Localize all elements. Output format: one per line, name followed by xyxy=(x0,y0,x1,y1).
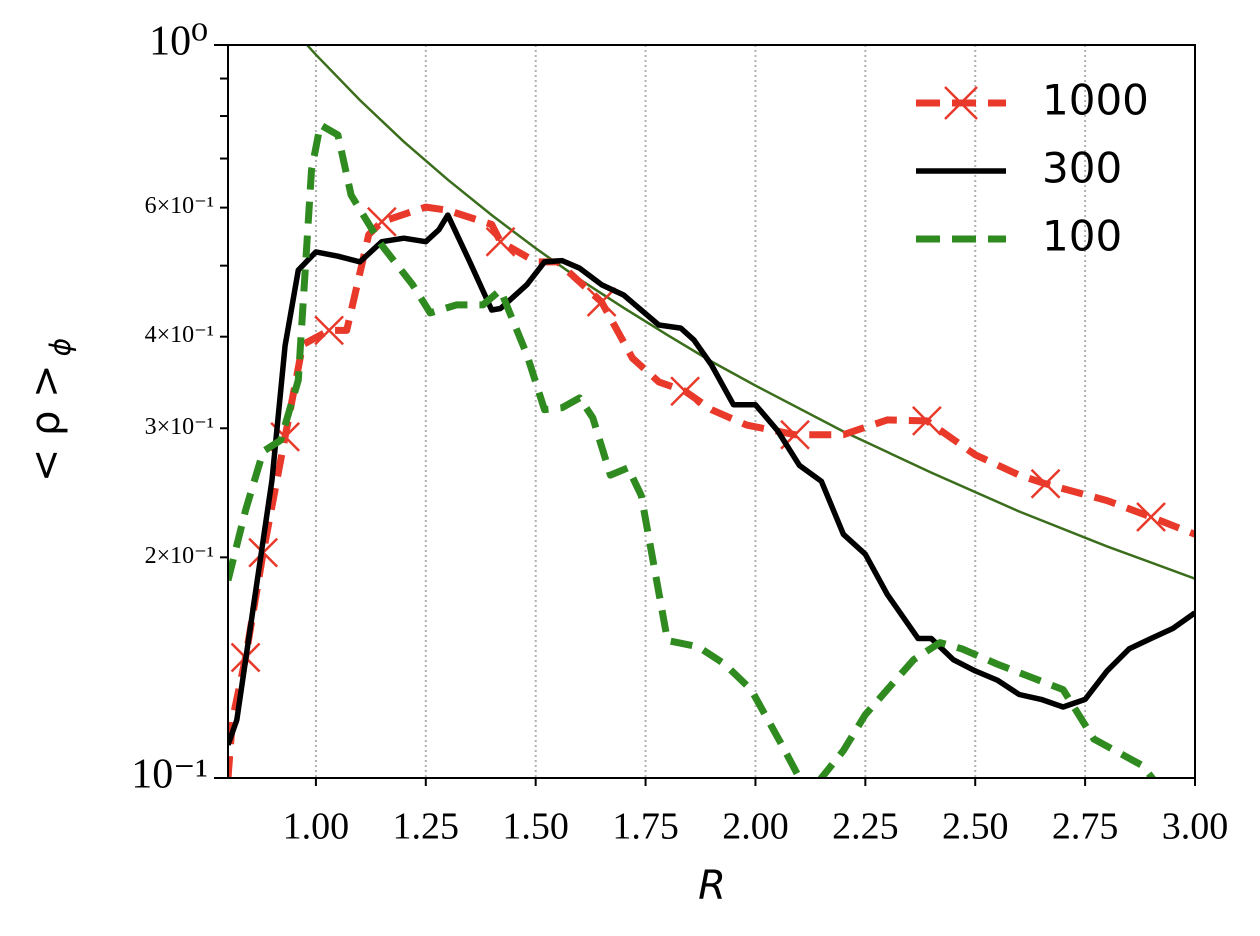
y-axis-label-sub: ϕ xyxy=(44,338,77,356)
plot-area xyxy=(228,45,1195,778)
x-tick-label: 1.25 xyxy=(393,806,460,848)
marker xyxy=(670,376,701,407)
x-tick-label: 1.00 xyxy=(283,806,350,848)
x-tick-label: 2.00 xyxy=(722,806,789,848)
legend: 1000 300 100 xyxy=(916,76,1149,261)
y-tick-label: 6×10⁻¹ xyxy=(145,193,214,219)
marker xyxy=(911,406,942,436)
x-axis-label: R xyxy=(698,863,726,909)
series-line xyxy=(228,203,1195,778)
y-axis-label: < ρ > ϕ xyxy=(23,338,77,482)
marker xyxy=(944,86,978,120)
axes-frame xyxy=(227,44,1196,779)
x-tick-label: 2.25 xyxy=(832,806,899,848)
marker-stroke xyxy=(911,406,942,436)
x-tick-label: 1.50 xyxy=(502,806,569,848)
y-tick-label: 10⁰ xyxy=(149,19,208,65)
reference-curve xyxy=(306,45,1195,580)
y-tick-label: 3×10⁻¹ xyxy=(145,414,214,440)
y-tick-label: 4×10⁻¹ xyxy=(145,322,214,348)
x-tick-label: 3.00 xyxy=(1162,806,1229,848)
x-tick-label: 2.50 xyxy=(942,806,1009,848)
marker xyxy=(586,287,617,317)
x-tick-label: 2.75 xyxy=(1052,806,1119,848)
marker-stroke xyxy=(944,86,978,120)
series-line xyxy=(228,121,1157,778)
marker-stroke xyxy=(670,376,701,407)
marker-stroke xyxy=(586,287,617,317)
marker-stroke xyxy=(1136,502,1166,532)
series-line xyxy=(228,212,1195,746)
marker xyxy=(485,226,516,257)
axes: 1.00 1.25 1.50 1.75 2.00 2.25 2.50 2.75 3.00 10⁻¹… xyxy=(131,19,1228,848)
legend-label: 300 xyxy=(1042,144,1122,193)
x-tick-label: 1.75 xyxy=(612,806,679,848)
marker-stroke xyxy=(485,226,516,257)
y-axis-label-main: < ρ > xyxy=(23,364,69,482)
marker xyxy=(1136,502,1166,532)
y-tick-label: 2×10⁻¹ xyxy=(145,543,214,569)
marker-stroke xyxy=(314,315,344,346)
legend-label: 100 xyxy=(1042,212,1122,261)
marker xyxy=(314,315,344,346)
y-tick-label: 10⁻¹ xyxy=(131,752,208,798)
marker xyxy=(1030,468,1061,499)
legend-label: 1000 xyxy=(1042,76,1149,125)
marker-stroke xyxy=(1030,468,1061,499)
